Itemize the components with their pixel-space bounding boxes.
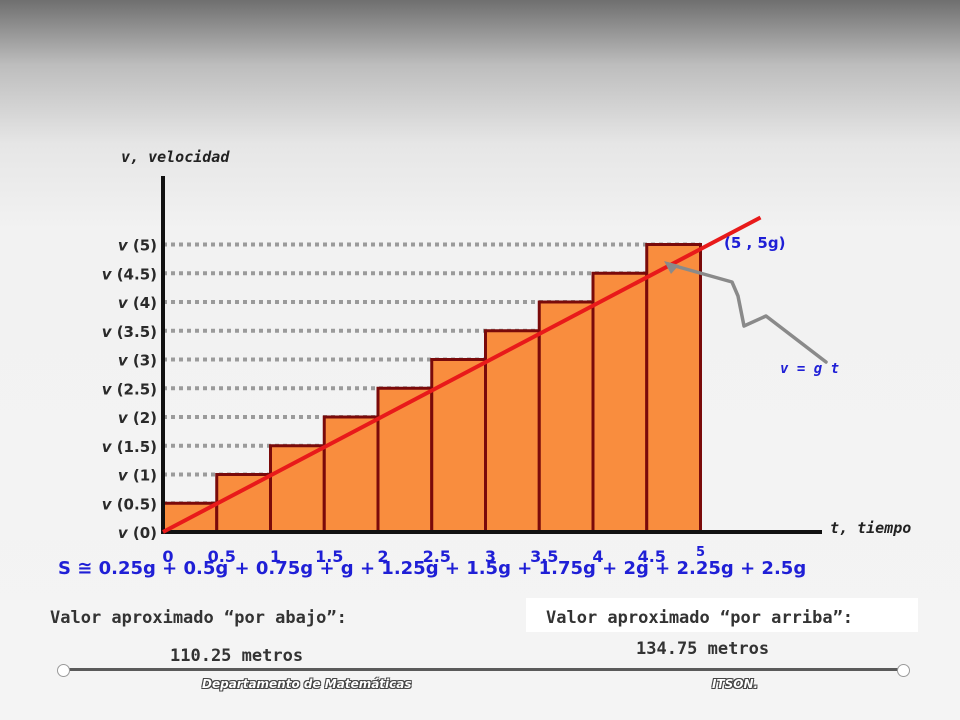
x-tick-label-4: 2: [377, 547, 388, 566]
footer-divider: [64, 668, 904, 671]
y-tick-label-2: v (1): [118, 467, 157, 485]
x-tick-label-1: 0.5: [208, 547, 236, 566]
footer-institution: ITSON.: [712, 677, 759, 691]
lower-approx-label: Valor aproximado “por abajo”:: [50, 608, 347, 628]
footer-dot-left: [57, 664, 70, 677]
y-tick-label-7: v (3.5): [102, 323, 157, 341]
y-tick-label-3: v (1.5): [102, 438, 157, 456]
lower-approx-value: 110.25 metros: [170, 646, 304, 666]
y-tick-labels: v (0) v (0.5) v (1) v (1.5) v (2) v (2.5) v (3…: [102, 237, 157, 543]
bar-8: [591, 271, 649, 534]
bar-9: [645, 243, 702, 534]
x-tick-label-10: 5: [696, 545, 705, 560]
footer-dot-right: [897, 664, 910, 677]
bar-4: [376, 386, 434, 534]
x-tick-label-6: 3: [485, 547, 496, 566]
upper-approx-label: Valor aproximado “por arriba”:: [546, 608, 854, 628]
line-equation-label: v = g t: [780, 361, 839, 377]
v-equals-gt-line: [162, 215, 762, 534]
bar-1: [215, 473, 272, 534]
x-tick-label-0: 0: [162, 547, 173, 566]
x-tick-labels: 0 0.5 1 1.5 2 2.5 3 3.5 4 4.5 5: [162, 545, 705, 566]
x-tick-label-3: 1.5: [315, 547, 343, 566]
riemann-sum-expression: S ≅ 0.25g + 0.5g + 0.75g + g + 1.25g + 1…: [58, 558, 807, 579]
y-tick-label-6: v (3): [118, 352, 157, 370]
y-tick-label-10: v (5): [118, 237, 157, 255]
v-line-annotation-arrow: [666, 262, 828, 364]
y-tick-label-8: v (4): [118, 294, 157, 312]
endpoint-label: (5 , 5g): [724, 234, 785, 252]
x-tick-label-2: 1: [270, 547, 281, 566]
y-tick-label-4: v (2): [118, 409, 157, 427]
x-tick-label-5: 2.5: [423, 547, 451, 566]
y-tick-label-0: v (0): [118, 524, 157, 542]
upper-approx-value: 134.75 metros: [636, 639, 770, 659]
y-tick-label-9: v (4.5): [102, 265, 157, 283]
y-tick-label-1: v (0.5): [102, 495, 157, 513]
bar-6: [484, 329, 541, 534]
annotation-arrowhead: [664, 261, 679, 274]
y-axis-title: v, velocidad: [121, 148, 230, 166]
bar-2: [269, 444, 326, 534]
y-tick-label-5: v (2.5): [102, 380, 157, 398]
x-tick-label-7: 3.5: [530, 547, 558, 566]
upper-approx-box: [526, 598, 918, 632]
bars-group: [161, 243, 702, 534]
x-axis-title: t, tiempo: [830, 519, 911, 537]
bar-7: [537, 300, 595, 534]
x-tick-label-9: 4.5: [638, 547, 666, 566]
footer-department: Departamento de Matemáticas: [202, 677, 412, 691]
x-tick-label-8: 4: [592, 547, 603, 566]
